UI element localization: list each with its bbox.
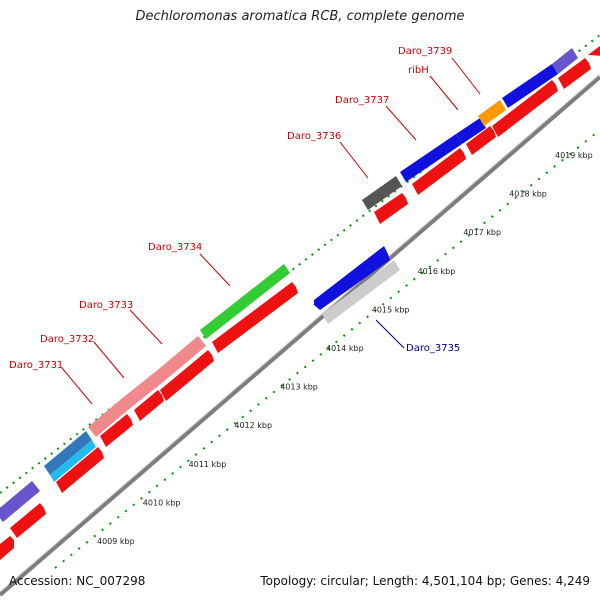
gene-block[interactable]	[200, 264, 290, 339]
gene-arrow[interactable]	[212, 282, 298, 353]
strand-upper	[0, 48, 578, 522]
gene-arrow[interactable]	[160, 350, 214, 401]
gene-arrow[interactable]	[100, 414, 133, 447]
gene-block[interactable]	[552, 48, 578, 74]
leader-lines	[61, 57, 481, 405]
leader-line-blue	[375, 319, 405, 349]
scale-label: 4010 kbp	[143, 498, 181, 507]
leader-line	[129, 309, 163, 345]
gene-label-daro-3731[interactable]: Daro_3731	[9, 360, 63, 371]
gene-block-grey[interactable]	[322, 260, 400, 324]
gene-block[interactable]	[400, 134, 462, 182]
tick-row-outer	[0, 34, 600, 494]
gene-block[interactable]	[456, 118, 486, 144]
gene-block[interactable]	[0, 481, 40, 522]
gene-arrow[interactable]	[558, 58, 591, 89]
scale-label: 4013 kbp	[280, 383, 318, 392]
leader-line	[451, 57, 481, 95]
gene-block[interactable]	[44, 431, 92, 475]
gene-block[interactable]	[362, 176, 402, 210]
scale-label: 4011 kbp	[189, 460, 227, 469]
scale-label: 4018 kbp	[509, 190, 547, 199]
leader-line	[385, 105, 417, 141]
gene-block[interactable]	[120, 368, 168, 410]
gene-label-daro-3732[interactable]: Daro_3732	[40, 334, 94, 345]
gene-arrow[interactable]	[0, 536, 14, 560]
gene-arrow[interactable]	[374, 193, 408, 224]
scale-label: 4015 kbp	[372, 305, 410, 314]
scale-label: 4016 kbp	[418, 267, 456, 276]
genome-backbone-highlight	[0, 73, 600, 593]
gene-arrow[interactable]	[492, 80, 558, 137]
gene-block[interactable]	[50, 440, 96, 482]
gene-arrow[interactable]	[466, 126, 496, 155]
gene-arrow[interactable]	[588, 42, 600, 56]
genome-backbone	[0, 75, 600, 597]
scale-label: 4019 kbp	[555, 151, 593, 160]
gene-label-daro-3736[interactable]: Daro_3736	[287, 131, 341, 142]
gene-block[interactable]	[502, 64, 558, 108]
leader-line	[429, 75, 459, 111]
gene-arrow[interactable]	[412, 148, 466, 195]
scale-label: 4012 kbp	[234, 421, 272, 430]
gene-block[interactable]	[88, 400, 128, 437]
scale-label: 4009 kbp	[97, 537, 135, 546]
leader-line	[339, 141, 369, 179]
gene-label-daro-3739[interactable]: Daro_3739	[398, 46, 452, 57]
gene-arrow[interactable]	[56, 447, 104, 493]
gene-arrow-reverse[interactable]	[314, 246, 390, 310]
map-title: Dechloromonas aromatica RCB, complete ge…	[135, 9, 465, 24]
gene-arrow[interactable]	[134, 390, 164, 421]
gene-arrow[interactable]	[10, 503, 46, 538]
gene-block[interactable]	[478, 100, 506, 126]
leader-line	[93, 341, 125, 379]
leader-line	[199, 253, 231, 287]
scale-label: 4014 kbp	[326, 344, 364, 353]
gene-label-daro-3735[interactable]: Daro_3735	[406, 343, 460, 354]
topology-text: Topology: circular; Length: 4,501,104 bp…	[260, 574, 590, 588]
gene-label-daro-3737[interactable]: Daro_3737	[335, 95, 389, 106]
leader-line	[61, 367, 93, 405]
strand-forward-lower	[0, 42, 600, 560]
gene-label-daro-3733[interactable]: Daro_3733	[79, 300, 133, 311]
scale-label: 4017 kbp	[463, 228, 501, 237]
gene-label-daro-3734[interactable]: Daro_3734	[148, 242, 202, 253]
gene-block[interactable]	[160, 336, 206, 378]
gene-label-ribh[interactable]: ribH	[408, 65, 429, 76]
accession-text: Accession: NC_007298	[9, 574, 146, 588]
